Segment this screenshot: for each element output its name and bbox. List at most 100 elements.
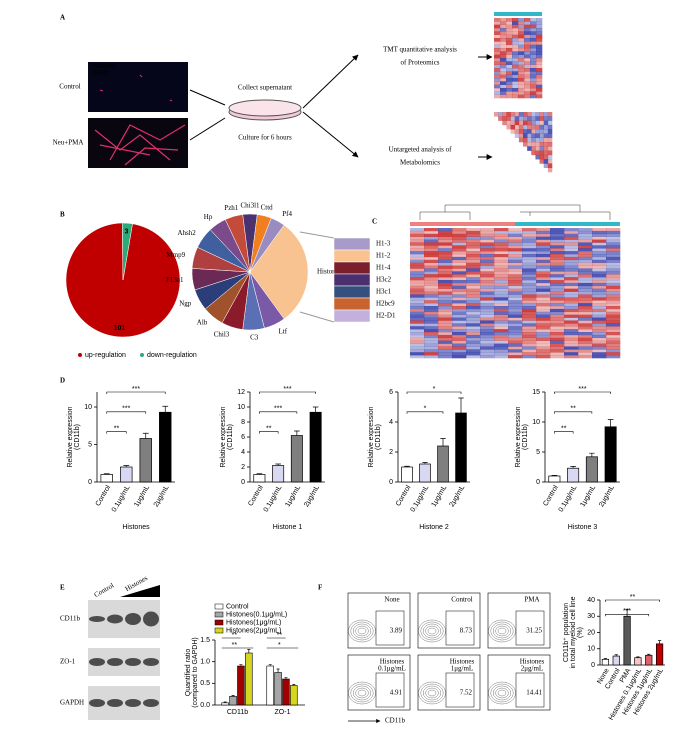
heatmap-cell — [564, 236, 579, 240]
heatmap-cell — [438, 343, 453, 347]
heatmap-cell — [410, 297, 425, 301]
heatmap-cell — [564, 352, 579, 356]
contour — [423, 685, 442, 701]
heatmap-cell — [506, 48, 513, 52]
heatmap-cell — [522, 343, 537, 347]
heatmap-cell — [424, 308, 439, 313]
heatmap-cell — [508, 285, 523, 289]
heatmap-cell — [536, 256, 551, 261]
histone-box — [333, 309, 371, 323]
heatmap-cell — [494, 311, 509, 315]
heatmap-cell — [500, 21, 507, 25]
heatmap-cell — [494, 74, 501, 79]
heatmap-cell — [524, 81, 531, 85]
arrow — [302, 54, 359, 109]
heatmap-cell — [606, 326, 621, 330]
plot-title: 0.1μg/mL — [378, 665, 406, 673]
heatmap-cell — [564, 256, 579, 261]
heatmap-cell — [606, 277, 621, 281]
contour — [418, 681, 446, 705]
analysis-label: of Proteomics — [400, 59, 439, 67]
heatmap-cell — [539, 133, 545, 139]
heatmap-cell — [606, 294, 621, 298]
heatmap-cell — [452, 291, 467, 295]
heatmap-cell — [494, 21, 501, 25]
heatmap-cell — [466, 311, 481, 315]
heatmap-cell — [530, 64, 537, 69]
heatmap-cell — [508, 352, 523, 356]
heatmap-cell — [500, 34, 507, 39]
error-bar — [294, 430, 300, 436]
heatmap-cell — [466, 228, 481, 232]
heatmap-cell — [410, 254, 425, 258]
heatmap-cell — [494, 326, 509, 330]
heatmap-cell — [506, 124, 511, 130]
heatmap-cell — [498, 116, 503, 121]
heatmap-cell — [424, 265, 439, 269]
pie-slice — [121, 222, 133, 281]
heatmap-cell — [535, 133, 540, 139]
heatmap-cell — [564, 271, 579, 275]
heatmap-cell — [506, 68, 513, 72]
heatmap-cell — [494, 349, 509, 353]
heatmap-cell — [466, 300, 481, 304]
slice-label: Alb — [197, 318, 208, 326]
legend-label: Histones(1μg/mL) — [226, 619, 281, 626]
heatmap-cell — [512, 88, 519, 92]
heatmap-cell — [536, 233, 551, 237]
heatmap-cell — [518, 112, 524, 117]
heatmap-cell — [535, 112, 540, 117]
bar — [139, 438, 152, 483]
y-tick-label: 1.0 — [200, 659, 210, 666]
heatmap-cell — [524, 41, 531, 45]
heatmap-cell — [410, 236, 425, 240]
heatmap-cell — [480, 254, 495, 258]
y-tick-label: 0 — [389, 479, 393, 486]
heatmap-cell — [500, 38, 507, 42]
heatmap-cell — [424, 349, 439, 353]
heatmap-cell — [466, 265, 481, 269]
heatmap-cell — [536, 306, 551, 310]
plot-title: 2μg/mL — [521, 665, 543, 673]
heatmap-cell — [536, 329, 551, 333]
bar — [604, 426, 617, 483]
heatmap-cell — [523, 137, 528, 143]
heatmap-cell — [424, 332, 439, 336]
heatmap-cell — [564, 320, 579, 324]
heatmap-cell — [547, 137, 553, 143]
heatmap-cell — [592, 294, 607, 298]
heatmap-cell — [550, 274, 565, 278]
heatmap-cell — [424, 340, 439, 344]
heatmap-cell — [438, 326, 453, 330]
heatmap-cell — [606, 280, 621, 284]
heatmap-cell — [466, 291, 481, 295]
heatmap-cell — [452, 259, 467, 263]
heatmap-cell — [550, 355, 565, 359]
heatmap-cell — [508, 337, 523, 341]
heatmap-cell — [494, 285, 509, 289]
heatmap-cell — [606, 329, 621, 333]
heatmap-cell — [508, 239, 523, 243]
heatmap-cell — [466, 352, 481, 356]
heatmap-cell — [508, 317, 523, 321]
heatmap-cell — [592, 320, 607, 324]
heatmap-cell — [410, 306, 425, 310]
band — [125, 699, 141, 707]
heatmap-cell — [500, 44, 507, 49]
heatmap-cell — [522, 239, 537, 243]
heatmap-cell — [480, 245, 495, 249]
heatmap-cell — [522, 285, 537, 289]
heatmap-cell — [506, 74, 513, 79]
heatmap-cell — [506, 34, 513, 39]
heatmap-cell — [410, 300, 425, 304]
heatmap-cell — [578, 320, 593, 324]
contour — [350, 683, 374, 703]
heatmap-cell — [578, 352, 593, 356]
bracket — [106, 391, 166, 394]
heatmap-cell — [543, 116, 549, 121]
heatmap-cell — [466, 248, 481, 252]
heatmap-cell — [480, 291, 495, 295]
heatmap-cell — [424, 297, 439, 301]
heatmap-cell — [452, 303, 467, 307]
heatmap-cell — [508, 236, 523, 240]
